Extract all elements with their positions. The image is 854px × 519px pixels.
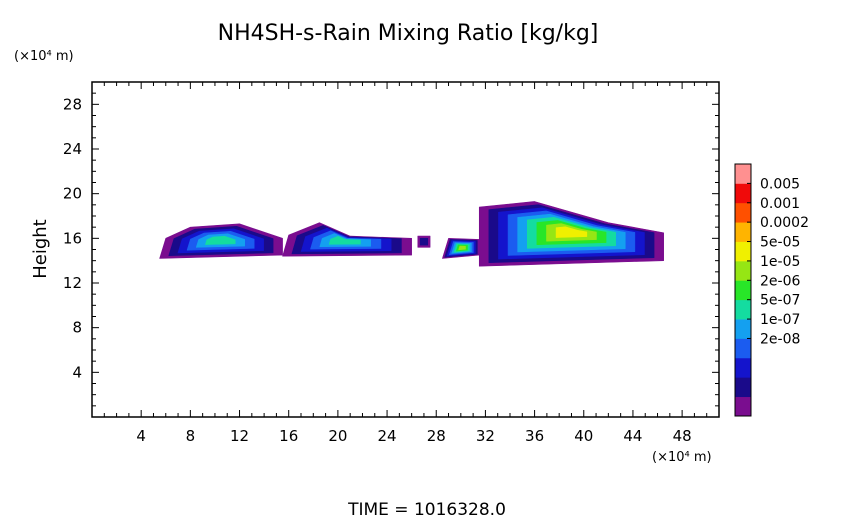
colorbar-label: 1e-05: [760, 254, 800, 270]
region-2-band: [419, 237, 429, 246]
x-tick-label: 4: [136, 427, 146, 445]
colorbar-swatch: [735, 183, 751, 204]
y-tick-label: 8: [72, 319, 82, 337]
x-tick-label: 16: [279, 427, 298, 445]
colorbar: 0.005 0.001 0.0002 5e-05 1e-05 2e-06 5e-07 1e-0…: [734, 163, 809, 417]
y-tick-label: 24: [63, 140, 82, 158]
data-regions: [159, 201, 664, 267]
x-tick-label: 24: [378, 427, 397, 445]
colorbar-swatch: [735, 338, 751, 359]
region-0-band: [205, 235, 236, 245]
x-tick-label: 40: [574, 427, 593, 445]
colorbar-label: 0.005: [760, 176, 800, 192]
y-tick-label: 4: [72, 363, 82, 381]
x-tick-label: 28: [427, 427, 446, 445]
colorbar-label: 0.0002: [760, 215, 809, 231]
colorbar-swatch: [735, 222, 751, 242]
region-4-band: [555, 226, 588, 238]
colorbar-label: 2e-08: [760, 331, 800, 347]
colorbar-swatch: [735, 357, 751, 378]
y-tick-label: 20: [63, 185, 82, 203]
chart-title: NH4SH-s-Rain Mixing Ratio [kg/kg]: [218, 21, 599, 46]
colorbar-swatch: [735, 396, 751, 417]
x-unit-label: (×10⁴ m): [652, 450, 712, 465]
region-3-band: [458, 245, 466, 251]
colorbar-label: 2e-06: [760, 273, 800, 289]
colorbar-frame: [734, 163, 752, 417]
y-tick-label: 28: [63, 95, 82, 113]
time-footer: TIME = 1016328.0: [347, 500, 506, 519]
x-tick-label: 44: [623, 427, 642, 445]
x-tick-label: 32: [476, 427, 495, 445]
x-tick-label: 48: [673, 427, 692, 445]
colorbar-swatch: [735, 319, 751, 339]
colorbar-swatch: [735, 299, 751, 320]
colorbar-label: 0.001: [760, 196, 800, 212]
colorbar-label: 1e-07: [760, 312, 800, 328]
colorbar-swatch: [735, 241, 751, 262]
region-1-band: [328, 235, 361, 245]
colorbar-label: 5e-07: [760, 293, 800, 309]
plot-frame: [91, 81, 720, 418]
colorbar-label: 5e-05: [760, 235, 800, 251]
x-tick-label: 8: [186, 427, 196, 445]
y-tick-label: 12: [63, 274, 82, 292]
x-tick-label: 12: [230, 427, 249, 445]
colorbar-swatch: [735, 280, 751, 301]
colorbar-swatch: [735, 377, 751, 398]
y-axis-label: Height: [30, 219, 51, 279]
x-tick-label: 20: [328, 427, 347, 445]
y-tick-label: 16: [63, 229, 82, 247]
y-unit-label: (×10⁴ m): [14, 49, 74, 64]
colorbar-swatch: [735, 260, 751, 281]
colorbar-swatch: [735, 202, 751, 223]
colorbar-swatch: [735, 164, 751, 184]
x-tick-label: 36: [525, 427, 544, 445]
